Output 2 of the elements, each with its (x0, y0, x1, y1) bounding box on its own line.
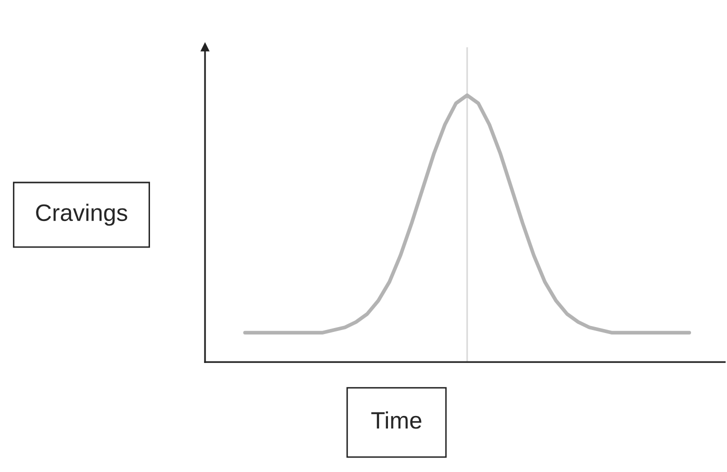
y-axis-title: Cravings (36, 204, 128, 226)
x-axis-title: Time (371, 411, 422, 429)
